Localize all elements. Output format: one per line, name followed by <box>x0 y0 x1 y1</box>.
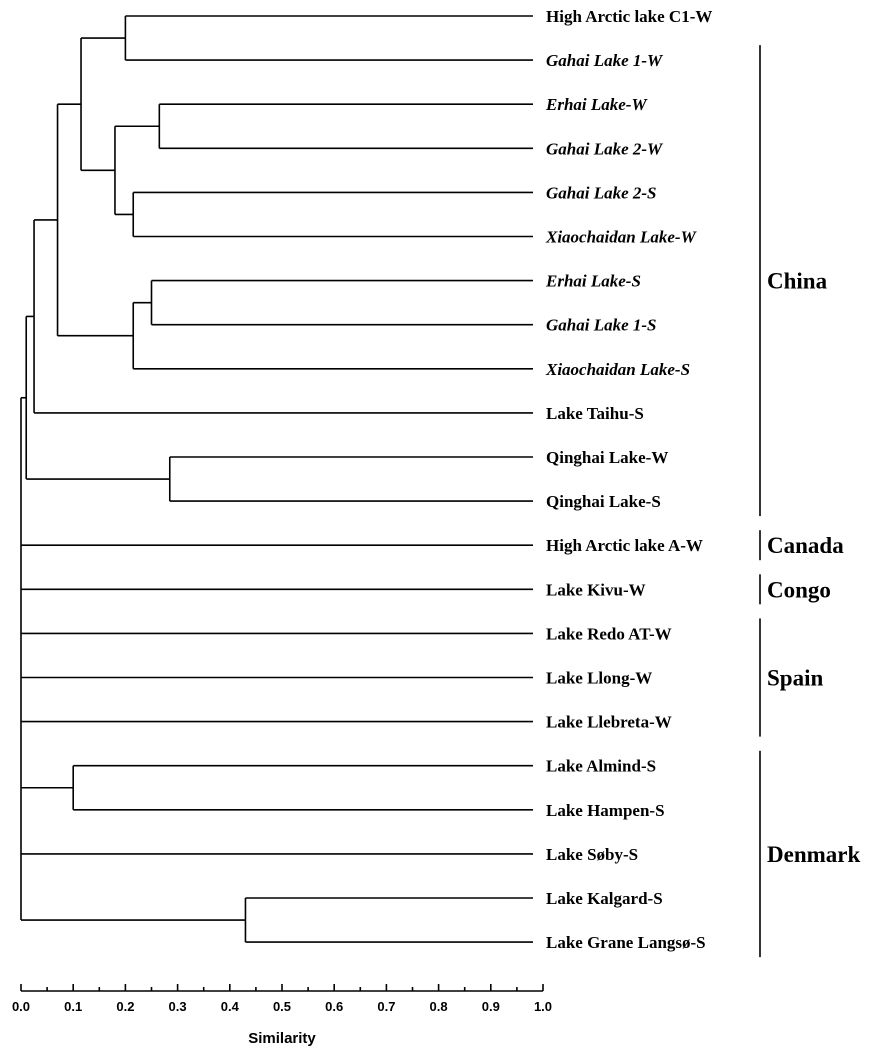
x-tick-label: 0.2 <box>116 999 134 1014</box>
leaf-label: Gahai Lake 2-S <box>546 183 657 202</box>
leaf-label: Erhai Lake-S <box>545 272 641 291</box>
leaf-label: Xiaochaidan Lake-S <box>545 360 690 379</box>
x-tick-label: 0.9 <box>482 999 500 1014</box>
leaf-label: Lake Grane Langsø-S <box>546 933 706 952</box>
group-label-china: China <box>767 269 828 294</box>
leaf-label: Lake Llebreta-W <box>546 713 672 732</box>
x-tick-label: 0.5 <box>273 999 291 1014</box>
x-axis-label: Similarity <box>248 1030 316 1047</box>
group-label-congo: Congo <box>767 577 831 602</box>
group-label-spain: Spain <box>767 666 823 691</box>
x-axis: 0.0 0.1 0.2 0.3 0.4 0.5 0.6 0.7 0.8 0.9 1.0 <box>12 984 552 1014</box>
group-label-denmark: Denmark <box>767 842 860 867</box>
leaf-label: Lake Llong-W <box>546 669 652 688</box>
x-tick-label: 0.1 <box>64 999 82 1014</box>
leaf-label: Xiaochaidan Lake-W <box>545 228 698 247</box>
group-brackets: China Canada Congo Spain Denmark <box>759 45 860 958</box>
leaf-label: Lake Taihu-S <box>546 404 644 423</box>
leaf-label: Lake Kalgard-S <box>546 889 663 908</box>
x-tick-label: 0.3 <box>169 999 187 1014</box>
leaf-label: Qinghai Lake-W <box>546 448 668 467</box>
leaf-label: Erhai Lake-W <box>545 95 648 114</box>
leaf-label: High Arctic lake A-W <box>546 536 703 555</box>
leaf-label: Lake Kivu-W <box>546 580 646 599</box>
leaf-label: Gahai Lake 1-W <box>546 51 664 70</box>
leaf-label: Qinghai Lake-S <box>546 492 661 511</box>
leaf-label: Lake Almind-S <box>546 757 656 776</box>
dendrogram-branches <box>20 15 533 943</box>
x-tick-label: 0.8 <box>430 999 448 1014</box>
leaf-label: High Arctic lake C1-W <box>546 7 712 26</box>
x-tick-label: 0.0 <box>12 999 30 1014</box>
leaf-label: Gahai Lake 1-S <box>546 316 657 335</box>
leaf-label: Gahai Lake 2-W <box>546 139 664 158</box>
leaf-label: Lake Søby-S <box>546 845 638 864</box>
x-tick-label: 1.0 <box>534 999 552 1014</box>
x-tick-label: 0.4 <box>221 999 240 1014</box>
group-label-canada: Canada <box>767 533 844 558</box>
x-tick-label: 0.6 <box>325 999 343 1014</box>
leaf-label: Lake Redo AT-W <box>546 624 672 643</box>
x-tick-label: 0.7 <box>377 999 395 1014</box>
leaf-label: Lake Hampen-S <box>546 801 665 820</box>
leaf-labels: High Arctic lake C1-W Gahai Lake 1-W Erhai… <box>545 7 712 952</box>
